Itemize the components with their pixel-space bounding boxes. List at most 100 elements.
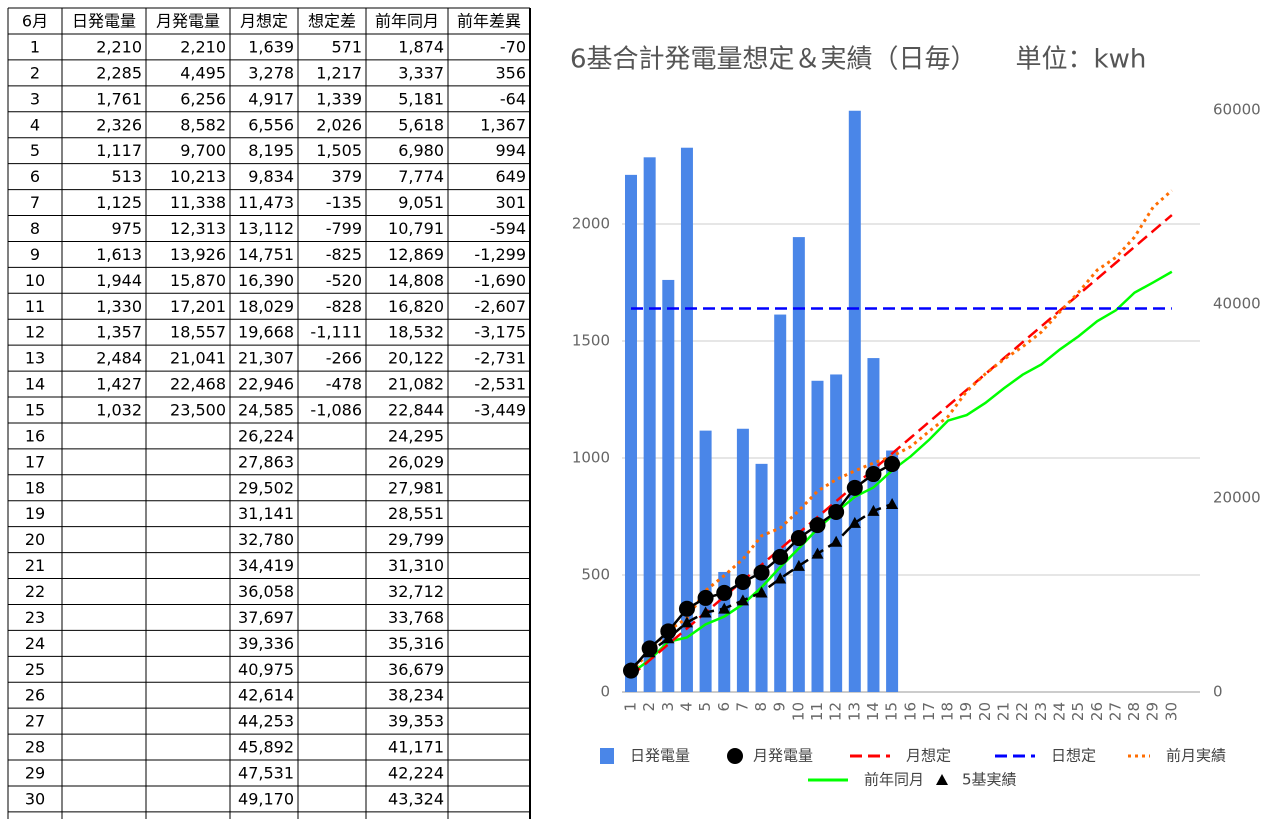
table-cell: 301	[495, 193, 526, 212]
table-cell: 12	[25, 323, 45, 342]
marker	[867, 504, 880, 516]
bar	[625, 174, 637, 693]
table-cell: 15,870	[170, 271, 226, 290]
table-cell: 18,532	[388, 323, 444, 342]
table-cell: 17,201	[170, 297, 226, 316]
table-cell: 1	[30, 37, 40, 56]
table-cell: 2,210	[180, 37, 226, 56]
table-cell: 7,774	[398, 167, 444, 186]
table-cell: 994	[495, 141, 526, 160]
table-cell: 11,338	[170, 193, 226, 212]
x-tick-label: 14	[864, 702, 882, 721]
bar	[699, 430, 712, 692]
table-cell: 9,834	[248, 167, 294, 186]
y-tick-label: 1500	[572, 332, 610, 350]
x-tick-label: 28	[1125, 702, 1143, 721]
x-tick-label: 26	[1088, 702, 1106, 721]
table-cell: -594	[490, 219, 526, 238]
table-cell: 27,863	[238, 452, 294, 471]
table-cell: 2	[30, 63, 40, 82]
legend-label: 月想定	[906, 747, 951, 765]
table-cell: 1,330	[96, 297, 142, 316]
marker	[772, 548, 789, 565]
table-cell: 14,751	[238, 245, 294, 264]
x-tick-label: 3	[659, 702, 677, 712]
table-cell: 1,639	[248, 37, 294, 56]
x-tick-label: 4	[677, 702, 695, 712]
x-tick-label: 12	[827, 702, 845, 721]
table-cell: 5,618	[398, 115, 444, 134]
table-cell: 10	[25, 271, 45, 290]
table-cell: 24	[25, 634, 45, 653]
table-cell: 27	[25, 712, 45, 731]
marker	[716, 584, 733, 601]
table-cell: 18,557	[170, 323, 226, 342]
table-cell: 29,502	[238, 478, 294, 497]
bar	[830, 374, 843, 692]
table-cell: 16,390	[238, 271, 294, 290]
chart-title: 6基合計発電量想定＆実績（日毎） 単位：kwh	[570, 45, 1146, 75]
table-cell: 16,820	[388, 297, 444, 316]
table-cell: 19	[25, 504, 45, 523]
x-tick-label: 20	[976, 702, 994, 721]
x-tick-label: 19	[957, 702, 975, 721]
table-cell: 8,582	[180, 115, 226, 134]
legend-label: 前月実績	[1166, 747, 1226, 765]
table-cell: 1,944	[96, 271, 142, 290]
table-cell: -64	[500, 89, 526, 108]
marker	[680, 616, 693, 628]
table-cell: -135	[326, 193, 362, 212]
marker	[774, 572, 787, 584]
legend-label: 日発電量	[630, 747, 690, 765]
table-cell: 12,313	[170, 219, 226, 238]
table-cell: 21,307	[238, 349, 294, 368]
table-cell: 2,326	[96, 115, 142, 134]
table-cell: -520	[326, 271, 362, 290]
x-tick-label: 2	[640, 702, 658, 712]
table-cell: 28	[25, 738, 45, 757]
y2-tick-label: 40000	[1213, 295, 1261, 313]
bar	[792, 237, 805, 692]
table-cell: 32,712	[388, 582, 444, 601]
table-cell: -3,449	[474, 400, 526, 419]
table-cell: -1,086	[310, 400, 362, 419]
table-cell: 6,556	[248, 115, 294, 134]
x-tick-label: 6	[715, 702, 733, 712]
table-cell: 29	[25, 764, 45, 783]
bar	[867, 358, 880, 692]
table-cell: 36,679	[388, 660, 444, 679]
table-cell: 1,367	[480, 115, 526, 134]
header-cell: 月想定	[240, 12, 288, 31]
x-tick-label: 8	[752, 702, 770, 712]
legend-swatch	[727, 748, 743, 764]
table-cell: 11	[25, 297, 45, 316]
marker	[846, 479, 863, 496]
table-cell: 4	[30, 115, 40, 134]
table-cell: 13,112	[238, 219, 294, 238]
table-cell: 14,808	[388, 271, 444, 290]
x-tick-label: 11	[808, 702, 826, 721]
table-cell: 1,125	[96, 193, 142, 212]
x-tick-label: 21	[995, 702, 1013, 721]
x-tick-label: 1	[622, 702, 640, 712]
table-cell: 24,585	[238, 400, 294, 419]
table-cell: 975	[111, 219, 142, 238]
table-cell: 20,122	[388, 349, 444, 368]
table-cell: 34,419	[238, 556, 294, 575]
table-cell: 27,981	[388, 478, 444, 497]
table-cell: 9,051	[398, 193, 444, 212]
table-cell: 38,234	[388, 686, 444, 705]
table-cell: -825	[326, 245, 362, 264]
table-cell: 10,791	[388, 219, 444, 238]
table-cell: 23	[25, 608, 45, 627]
table-cell: 20	[25, 530, 45, 549]
table-cell: 649	[495, 167, 526, 186]
bar	[811, 380, 824, 692]
table-cell: 30	[25, 789, 45, 808]
y2-tick-label: 0	[1213, 683, 1223, 701]
table-cell: 37,697	[238, 608, 294, 627]
table-cell: 18	[25, 478, 45, 497]
y2-tick-label: 60000	[1213, 101, 1261, 119]
table-cell: 10,213	[170, 167, 226, 186]
header-cell: 想定差	[308, 12, 356, 31]
